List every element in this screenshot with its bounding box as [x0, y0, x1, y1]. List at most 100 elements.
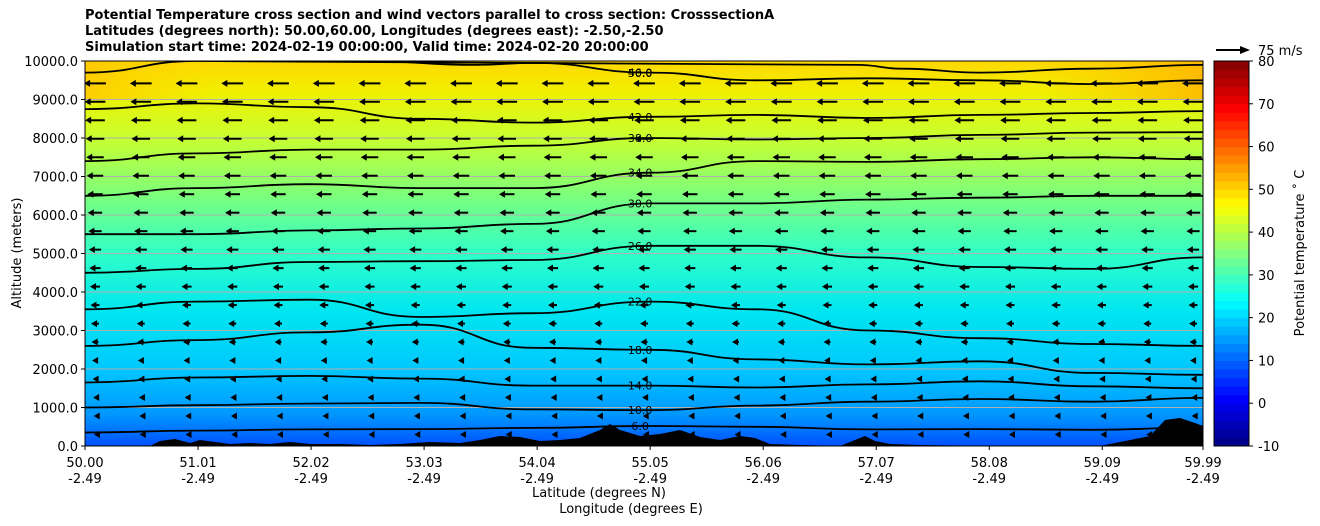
wind-vector — [268, 116, 288, 124]
wind-vector — [1049, 227, 1063, 235]
wind-vector — [548, 320, 557, 328]
x-tick-label-longitude: -2.49 — [859, 472, 893, 487]
contour-lines: 6.0 10.0 14.0 18.0 22.0 26.0 30.0 34.0 38.0 42.0 4… — [85, 61, 1203, 434]
wind-vector — [866, 246, 879, 254]
wind-vector — [89, 264, 101, 272]
contour-line — [364, 61, 1203, 86]
wind-vector — [459, 412, 466, 420]
wind-vector — [228, 338, 236, 346]
contour-line — [85, 102, 1203, 124]
wind-vector — [316, 209, 331, 217]
wind-vector — [679, 116, 700, 124]
wind-vector — [727, 172, 744, 180]
wind-vector — [182, 320, 191, 328]
colorbar-tick-label: 70 — [1258, 98, 1275, 113]
colorbar-label: Potential temperature ˚ C — [1292, 170, 1308, 337]
wind-vector — [1144, 357, 1151, 365]
wind-vector — [321, 393, 328, 401]
wind-vector — [957, 209, 972, 217]
wind-vector — [362, 209, 377, 217]
wind-vector — [587, 79, 610, 87]
wind-vector — [176, 116, 197, 124]
wind-vector — [86, 153, 104, 161]
wind-vector — [1045, 98, 1067, 106]
wind-vector — [1190, 357, 1197, 365]
wind-vector — [772, 153, 791, 161]
wind-vector — [273, 301, 283, 309]
wind-vector — [871, 412, 878, 420]
colorbar-band — [1214, 86, 1249, 96]
wind-vector — [1048, 209, 1063, 217]
wind-vector — [184, 393, 191, 401]
x-tick-label-latitude: 54.04 — [519, 456, 556, 471]
wind-vector — [93, 412, 100, 420]
colorbar-band — [1214, 309, 1249, 319]
y-tick-label: 7000.0 — [33, 171, 79, 186]
colorbar-tick-label: 50 — [1258, 183, 1275, 198]
wind-vector — [687, 393, 694, 401]
wind-vector — [914, 320, 923, 328]
wind-vector — [1004, 283, 1016, 291]
wind-vector — [683, 227, 697, 235]
y-tick-label: 8000.0 — [33, 132, 79, 147]
wind-vector — [274, 338, 282, 346]
wind-vector — [688, 412, 695, 420]
wind-vector — [770, 98, 792, 106]
wind-vector — [639, 301, 649, 309]
wind-vector — [496, 98, 518, 106]
wind-vector — [360, 153, 379, 161]
wind-vector — [87, 209, 103, 217]
contour-label: 6.0 — [631, 420, 649, 433]
colorbar-tick-label: 30 — [1258, 269, 1275, 284]
y-axis-label: Altitude (meters) — [10, 198, 25, 309]
wind-vector — [406, 153, 425, 161]
wind-vector — [178, 190, 195, 198]
wind-vector — [1140, 227, 1154, 235]
wind-vector — [364, 301, 375, 309]
wind-vector — [773, 190, 789, 198]
wind-vector — [274, 320, 282, 328]
wind-vector — [1145, 412, 1152, 420]
wind-vector — [85, 79, 106, 87]
wind-vector — [541, 79, 564, 87]
wind-vector — [1001, 172, 1019, 180]
x-axis-label-longitude: Longitude (degrees E) — [559, 502, 703, 517]
contour-label: 10.0 — [628, 404, 653, 417]
x-tick-label-latitude: 56.06 — [745, 456, 782, 471]
wind-vector — [175, 79, 198, 87]
colorbar-band — [1214, 428, 1249, 438]
wind-vector — [817, 116, 837, 124]
wind-vector — [776, 301, 786, 309]
wind-vector — [959, 283, 970, 291]
x-tick-label-latitude: 51.01 — [179, 456, 216, 471]
wind-vector — [497, 153, 516, 161]
wind-vector — [999, 98, 1021, 106]
wind-vector — [460, 430, 466, 438]
wind-vector — [450, 79, 472, 87]
contour-label: 50.0 — [628, 67, 653, 80]
wind-vector — [499, 190, 515, 198]
wind-vector — [1002, 209, 1018, 217]
wind-vector — [864, 172, 881, 180]
wind-vector — [1186, 246, 1200, 254]
wind-vectors — [85, 79, 1203, 438]
wind-vector — [85, 98, 106, 106]
wind-vector — [502, 320, 511, 328]
wind-vector — [680, 153, 699, 161]
wind-vector — [498, 172, 515, 180]
wind-vector — [456, 301, 466, 309]
wind-vector — [1139, 172, 1156, 180]
x-tick-label-latitude: 55.05 — [632, 456, 669, 471]
wind-vector — [275, 375, 282, 383]
colorbar-band — [1214, 112, 1249, 122]
wind-vector — [500, 246, 513, 254]
wind-vector — [1185, 209, 1201, 217]
wind-vector — [917, 430, 924, 438]
wind-vector — [959, 301, 969, 309]
wind-vector — [1002, 190, 1018, 198]
wind-vector — [638, 264, 650, 272]
wind-vector — [776, 283, 787, 291]
wind-vector — [679, 98, 701, 106]
wind-vector — [361, 190, 378, 198]
wind-vector — [133, 209, 148, 217]
